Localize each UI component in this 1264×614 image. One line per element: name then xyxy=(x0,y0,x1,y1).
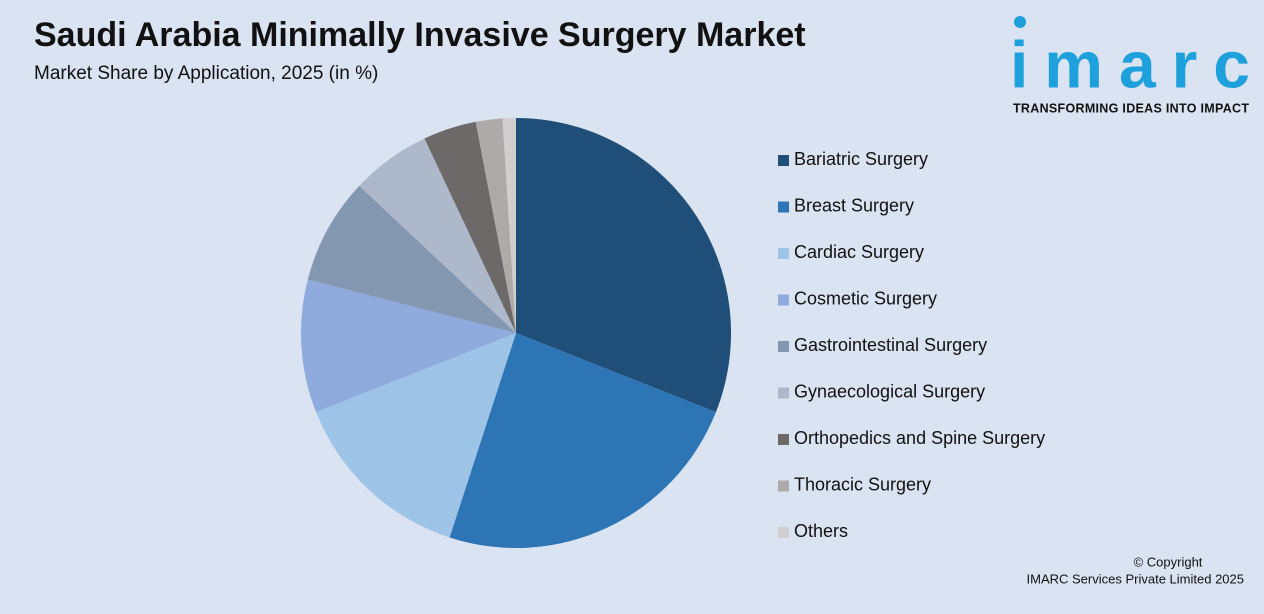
company: IMARC Services Private Limited 2025 xyxy=(1027,571,1244,586)
legend-label: Bariatric Surgery xyxy=(794,149,928,169)
pie-slice xyxy=(359,138,516,333)
legend-swatch xyxy=(778,434,789,445)
pie-slice xyxy=(516,118,732,413)
legend-label: Cosmetic Surgery xyxy=(794,288,937,308)
legend-label: Orthopedics and Spine Surgery xyxy=(794,428,1045,448)
pie-slice xyxy=(424,121,516,333)
logo: imarc xyxy=(1010,27,1250,101)
legend-label: Breast Surgery xyxy=(794,195,914,215)
legend-swatch xyxy=(778,387,789,399)
legend-label: Others xyxy=(794,521,848,541)
pie-slice xyxy=(301,279,516,413)
logo-dot xyxy=(1014,16,1026,28)
legend-label: Cardiac Surgery xyxy=(794,242,924,262)
legend-swatch xyxy=(778,480,789,492)
legend-label: Gastrointestinal Surgery xyxy=(794,335,987,355)
pie-slice xyxy=(475,118,516,333)
copyright: © Copyright xyxy=(1134,554,1203,569)
legend-label: Gynaecological Surgery xyxy=(794,381,985,401)
legend-swatch xyxy=(778,341,789,352)
logo-tagline: TRANSFORMING IDEAS INTO IMPACT xyxy=(1013,101,1249,115)
pie-slice xyxy=(307,185,516,333)
legend-label: Thoracic Surgery xyxy=(794,474,931,494)
pie-slice xyxy=(316,333,516,538)
legend-swatch xyxy=(778,155,789,166)
chart-title: Saudi Arabia Minimally Invasive Surgery … xyxy=(34,16,806,54)
legend-swatch xyxy=(778,201,789,213)
legend-swatch xyxy=(778,248,789,259)
legend-swatch xyxy=(778,294,789,306)
pie-slice xyxy=(502,118,516,333)
chart-subtitle: Market Share by Application, 2025 (in %) xyxy=(34,63,378,84)
legend-swatch xyxy=(778,527,789,538)
pie-slice xyxy=(449,333,716,549)
